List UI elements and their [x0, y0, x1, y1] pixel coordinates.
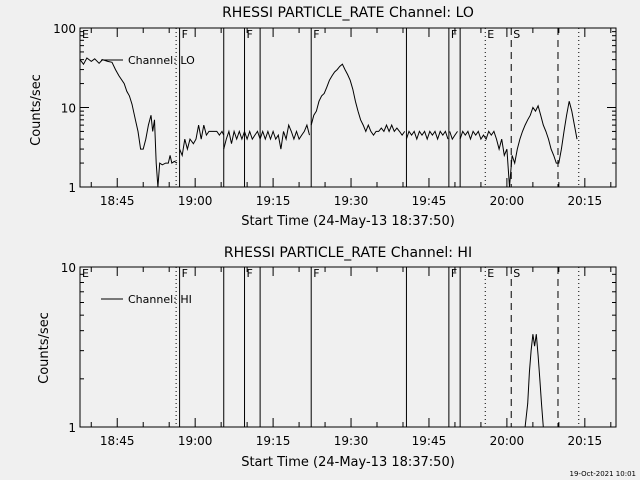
hi-marker-label: E — [82, 267, 89, 280]
hi-channel-panel: RHESSI PARTICLE_RATE Channel: HI Counts/… — [37, 245, 617, 470]
lo-series-line — [310, 63, 406, 136]
hi-marker-label: F — [451, 267, 457, 280]
hi-marker-label: F — [182, 267, 188, 280]
lo-y-axis-label: Counts/sec — [29, 74, 44, 146]
lo-x-tick-label: 19:00 — [178, 194, 213, 208]
lo-y-tick-label: 100 — [53, 22, 76, 36]
lo-x-tick-label: 18:45 — [100, 194, 135, 208]
hi-x-tick-label: 20:15 — [568, 434, 603, 448]
hi-x-tick-label: 18:45 — [100, 434, 135, 448]
generation-timestamp: 19-Oct-2021 10:01 — [570, 470, 636, 478]
hi-marker-label: S — [513, 267, 520, 280]
hi-marker-label: E — [487, 267, 494, 280]
hi-y-tick-label: 10 — [61, 261, 76, 275]
hi-x-tick-label: 19:45 — [412, 434, 447, 448]
hi-y-tick-label: 1 — [68, 421, 76, 435]
lo-y-tick-label: 1 — [68, 181, 76, 195]
lo-marker-label: F — [182, 28, 188, 41]
lo-legend-label: Channel: LO — [128, 54, 195, 67]
hi-marker-label: F — [313, 267, 319, 280]
hi-x-tick-label: 19:15 — [256, 434, 291, 448]
lo-marker-label: F — [313, 28, 319, 41]
lo-marker-label: S — [513, 28, 520, 41]
hi-y-axis-label: Counts/sec — [37, 312, 52, 384]
lo-series-line — [459, 101, 578, 188]
lo-channel-panel: RHESSI PARTICLE_RATE Channel: LO Counts/… — [29, 5, 617, 229]
lo-series-line — [179, 124, 225, 158]
hi-x-tick-label: 19:00 — [178, 434, 213, 448]
lo-y-tick-label: 10 — [61, 102, 76, 116]
lo-x-tick-label: 19:15 — [256, 194, 291, 208]
hi-chart-title: RHESSI PARTICLE_RATE Channel: HI — [224, 245, 472, 261]
hi-x-tick-label: 19:30 — [334, 434, 369, 448]
lo-x-tick-label: 19:30 — [334, 194, 369, 208]
lo-chart-title: RHESSI PARTICLE_RATE Channel: LO — [222, 5, 474, 21]
hi-plot-frame — [79, 266, 617, 428]
lo-x-tick-label: 20:15 — [568, 194, 603, 208]
lo-x-axis-label: Start Time (24-May-13 18:37:50) — [241, 214, 455, 229]
hi-marker-label: F — [247, 267, 253, 280]
lo-marker-label: F — [451, 28, 457, 41]
lo-marker-label: E — [487, 28, 494, 41]
hi-legend-label: Channel: HI — [128, 293, 192, 306]
lo-marker-label: F — [247, 28, 253, 41]
hi-x-tick-label: 20:00 — [490, 434, 525, 448]
lo-series-line — [223, 123, 310, 150]
hi-series-line — [524, 334, 544, 428]
lo-series-line — [405, 130, 449, 141]
lo-x-tick-label: 20:00 — [490, 194, 525, 208]
hi-x-axis-label: Start Time (24-May-13 18:37:50) — [241, 455, 455, 470]
lo-series-line — [79, 57, 178, 188]
lo-x-tick-label: 19:45 — [412, 194, 447, 208]
lo-series-line — [449, 131, 458, 141]
lo-marker-label: E — [82, 28, 89, 41]
